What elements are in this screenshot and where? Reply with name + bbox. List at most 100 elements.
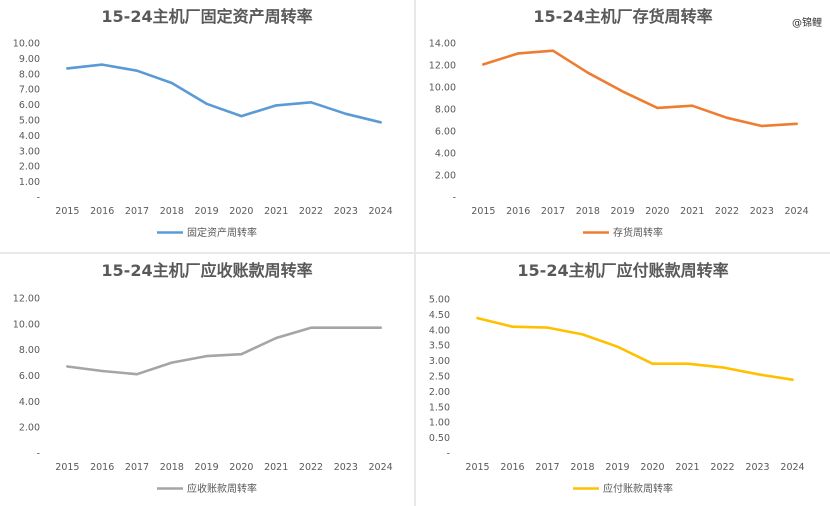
x-tick-label: 2016 bbox=[506, 206, 530, 217]
x-tick-label: 2024 bbox=[369, 462, 393, 473]
data-point bbox=[170, 361, 173, 364]
y-tick-label: 2.00 bbox=[429, 387, 450, 398]
y-tick-label: 10.00 bbox=[429, 83, 456, 94]
y-tick-label: 6.00 bbox=[435, 127, 456, 138]
y-tick-label: 3.50 bbox=[429, 341, 450, 352]
data-point bbox=[309, 326, 313, 329]
data-point bbox=[66, 365, 69, 368]
x-tick-label: 2015 bbox=[465, 462, 489, 473]
chart-title: 15-24主机厂应付账款周转率 bbox=[517, 261, 728, 280]
chart-svg-1: 15-24主机厂存货周转率 14.00 12.00 10.00 8.00 6.00 4.00… bbox=[429, 7, 809, 239]
x-tick-label: 2023 bbox=[334, 462, 358, 473]
y-tick-label: 10.00 bbox=[13, 319, 40, 330]
data-point bbox=[756, 372, 759, 376]
y-tick-label: 2.00 bbox=[435, 171, 456, 182]
y-tick-label: - bbox=[37, 449, 40, 460]
y-tick-label: 8.00 bbox=[19, 345, 40, 356]
x-tick-label: 2020 bbox=[229, 206, 253, 217]
x-tick-label: 2022 bbox=[299, 462, 323, 473]
x-tick-label: 2018 bbox=[570, 462, 594, 473]
data-point bbox=[795, 122, 798, 126]
x-tick-label: 2015 bbox=[55, 462, 79, 473]
y-tick-label: 8.00 bbox=[435, 105, 456, 116]
data-point bbox=[344, 112, 347, 116]
x-tick-label: 2019 bbox=[195, 206, 219, 217]
data-point bbox=[725, 116, 729, 120]
data-point bbox=[721, 366, 724, 369]
chart-title: 15-24主机厂应收账款周转率 bbox=[101, 261, 312, 280]
x-tick-label: 2022 bbox=[299, 206, 323, 217]
data-point bbox=[344, 326, 347, 329]
data-point bbox=[546, 326, 549, 329]
legend-label: 固定资产周转率 bbox=[187, 226, 257, 239]
data-point bbox=[66, 67, 69, 70]
y-tick-label: 0.50 bbox=[429, 433, 450, 444]
x-tick-label: 2018 bbox=[160, 462, 184, 473]
x-tick-label: 2021 bbox=[264, 206, 288, 217]
data-point bbox=[482, 63, 485, 66]
data-point bbox=[205, 102, 208, 106]
x-tick-label: 2017 bbox=[541, 206, 565, 217]
x-tick-label: 2015 bbox=[55, 206, 79, 217]
data-point bbox=[586, 71, 589, 74]
data-point bbox=[791, 378, 794, 381]
y-tick-label: - bbox=[453, 193, 456, 204]
data-point bbox=[476, 316, 479, 320]
y-tick-label: 14.00 bbox=[429, 39, 456, 50]
y-tick-label: 6.00 bbox=[19, 100, 40, 111]
x-tick-label: 2015 bbox=[471, 206, 495, 217]
series-line bbox=[476, 316, 794, 381]
y-tick-label: 4.00 bbox=[19, 131, 40, 142]
x-tick-label: 2023 bbox=[334, 206, 358, 217]
chart-panel-payables-turnover: 15-24主机厂应付账款周转率 5.00 4.50 4.00 3.50 3.00 2.50 2… bbox=[416, 254, 830, 506]
legend-label: 存货周转率 bbox=[613, 226, 663, 239]
x-tick-label: 2020 bbox=[229, 462, 253, 473]
y-tick-label: - bbox=[447, 449, 450, 460]
data-point bbox=[517, 52, 520, 55]
x-tick-label: 2019 bbox=[611, 206, 635, 217]
data-point bbox=[101, 63, 104, 66]
series-line bbox=[66, 63, 382, 124]
watermark-text: @锦鲤 bbox=[792, 18, 822, 29]
data-point bbox=[275, 336, 278, 340]
y-tick-label: 3.00 bbox=[19, 146, 40, 157]
data-point bbox=[621, 90, 624, 93]
series-line bbox=[66, 326, 382, 376]
y-tick-label: 9.00 bbox=[19, 54, 40, 65]
legend-label: 应收账款周转率 bbox=[187, 482, 257, 495]
data-point bbox=[275, 104, 278, 107]
chart-panel-fixed-asset-turnover: 15-24主机厂固定资产周转率 10.00 9.00 8.00 7.00 6.00 5.00… bbox=[0, 0, 414, 252]
y-tick-label: 12.00 bbox=[13, 294, 40, 305]
y-tick-label: 8.00 bbox=[19, 69, 40, 80]
y-tick-label: 4.00 bbox=[19, 397, 40, 408]
data-point bbox=[240, 114, 243, 118]
y-tick-label: 5.00 bbox=[19, 116, 40, 127]
y-tick-label: 6.00 bbox=[19, 371, 40, 382]
y-tick-label: 5.00 bbox=[429, 295, 450, 306]
data-point bbox=[379, 326, 382, 329]
data-point bbox=[686, 362, 689, 365]
data-point bbox=[135, 373, 139, 376]
x-tick-label: 2019 bbox=[605, 462, 629, 473]
x-tick-label: 2020 bbox=[640, 462, 664, 473]
data-point bbox=[656, 106, 659, 110]
x-tick-label: 2017 bbox=[125, 206, 149, 217]
data-point bbox=[691, 104, 694, 107]
y-tick-label: 12.00 bbox=[429, 61, 456, 72]
y-tick-label: 3.00 bbox=[429, 356, 450, 367]
y-tick-label: 1.00 bbox=[429, 418, 450, 429]
x-tick-label: 2022 bbox=[710, 462, 734, 473]
chart-svg-0: 15-24主机厂固定资产周转率 10.00 9.00 8.00 7.00 6.00 5.00… bbox=[13, 7, 393, 239]
x-tick-label: 2023 bbox=[745, 462, 769, 473]
y-tick-label: 4.00 bbox=[435, 149, 456, 160]
data-point bbox=[170, 81, 173, 85]
data-point bbox=[760, 124, 763, 128]
x-tick-label: 2024 bbox=[780, 462, 804, 473]
y-tick-label: 2.00 bbox=[19, 162, 40, 173]
y-tick-label: 2.50 bbox=[429, 372, 450, 383]
x-tick-label: 2017 bbox=[535, 462, 559, 473]
chart-title: 15-24主机厂固定资产周转率 bbox=[101, 7, 312, 26]
chart-svg-2: 15-24主机厂应收账款周转率 12.00 10.00 8.00 6.00 4.00 2.0… bbox=[13, 261, 393, 495]
x-tick-label: 2024 bbox=[785, 206, 809, 217]
legend-label: 应付账款周转率 bbox=[603, 482, 673, 495]
